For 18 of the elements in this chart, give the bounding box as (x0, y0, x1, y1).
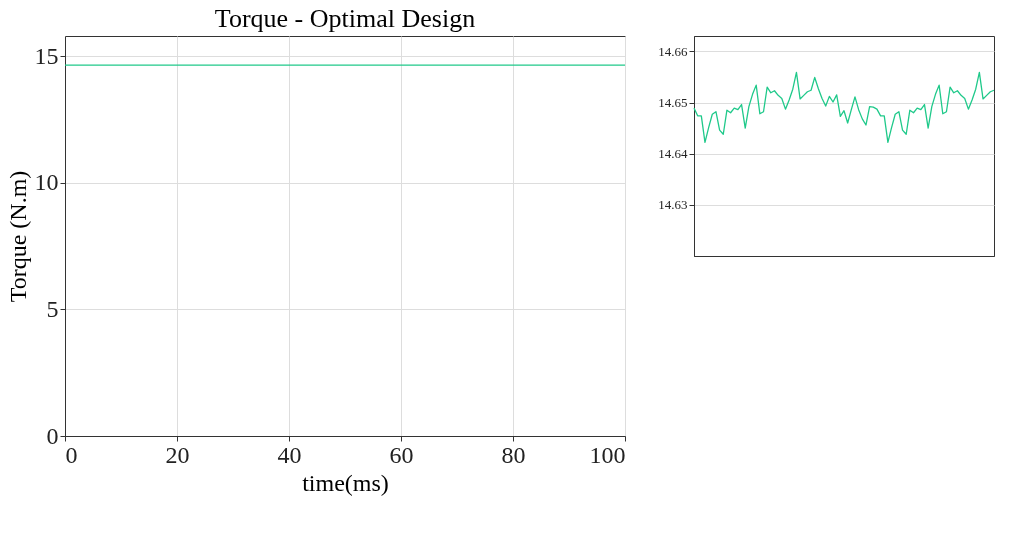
x-tick-label: 80 (501, 441, 526, 468)
y-tick-label: 14.64 (658, 146, 688, 162)
y-tick-label: 10 (34, 169, 59, 196)
y-tick-label: 14.66 (658, 43, 688, 59)
y-axis-title: Torque (N.m) (4, 170, 31, 303)
y-tick-label: 14.65 (658, 95, 688, 111)
x-tick-label: 0 (65, 441, 78, 468)
y-tick-label: 15 (34, 42, 59, 69)
x-tick-label: 100 (589, 441, 626, 468)
x-tick-label: 20 (165, 441, 190, 468)
x-tick-label: 60 (389, 441, 414, 468)
y-tick-label: 14.63 (658, 197, 688, 213)
x-axis-title: time(ms) (302, 469, 389, 496)
chart-title: Torque - Optimal Design (214, 4, 476, 33)
x-tick-label: 40 (277, 441, 302, 468)
y-tick-label: 5 (46, 295, 59, 322)
line-series (693, 71, 995, 144)
y-tick-label: 0 (46, 422, 59, 449)
